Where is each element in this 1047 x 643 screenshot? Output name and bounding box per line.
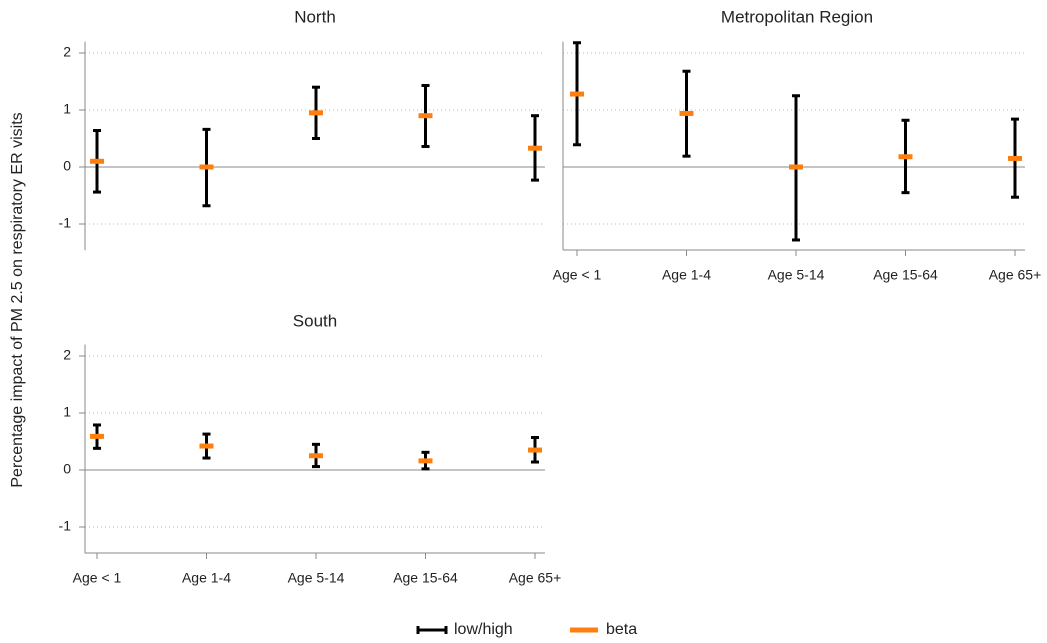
y-axis-label: Percentage impact of PM 2.5 on respirato…: [9, 112, 26, 487]
y-tick-label: -1: [59, 215, 72, 231]
x-tick-label: Age 5-14: [768, 267, 825, 283]
legend-label: low/high: [454, 621, 513, 638]
y-tick-label: -1: [59, 518, 72, 534]
x-tick-label: Age < 1: [73, 570, 122, 586]
legend-label: beta: [606, 621, 637, 638]
panel-title: South: [293, 311, 337, 330]
x-tick-label: Age 5-14: [288, 570, 345, 586]
x-tick-label: Age 1-4: [182, 570, 231, 586]
x-tick-label: Age 65+: [989, 267, 1042, 283]
x-tick-label: Age 65+: [509, 570, 562, 586]
x-tick-label: Age < 1: [553, 267, 602, 283]
panel-title: North: [294, 7, 336, 26]
x-tick-label: Age 15-64: [873, 267, 938, 283]
x-tick-label: Age 15-64: [393, 570, 458, 586]
y-tick-label: 0: [63, 158, 71, 174]
y-tick-label: 2: [63, 44, 71, 60]
y-tick-label: 1: [63, 404, 71, 420]
x-tick-label: Age 1-4: [662, 267, 711, 283]
panel-title: Metropolitan Region: [721, 7, 873, 26]
y-tick-label: 0: [63, 461, 71, 477]
y-tick-label: 1: [63, 101, 71, 117]
y-tick-label: 2: [63, 347, 71, 363]
